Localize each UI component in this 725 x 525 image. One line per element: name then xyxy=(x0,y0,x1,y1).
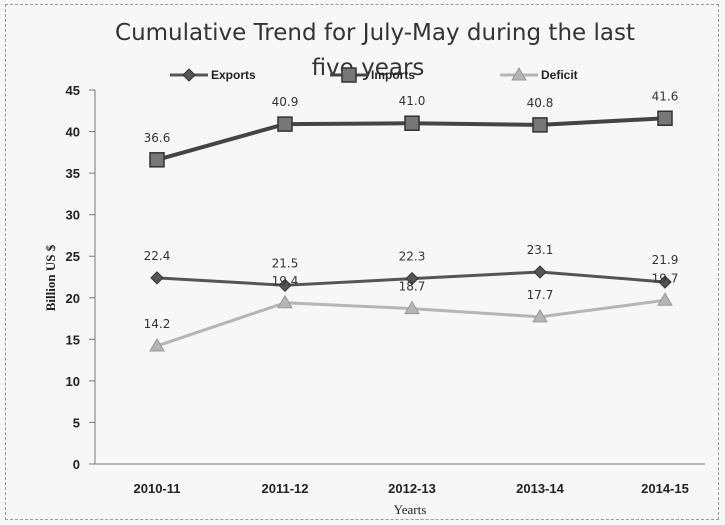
x-tick-label: 2012-13 xyxy=(388,481,436,496)
data-label-imports: 41.6 xyxy=(652,89,679,103)
y-tick-label: 20 xyxy=(66,291,80,306)
y-tick-label: 25 xyxy=(66,249,80,264)
legend-marker-imports xyxy=(341,67,357,83)
y-tick-label: 30 xyxy=(66,208,80,223)
y-tick-label: 35 xyxy=(66,166,80,181)
data-point-exports xyxy=(150,271,164,285)
data-point-deficit xyxy=(149,337,165,352)
data-label-deficit: 18.7 xyxy=(399,280,426,294)
y-tick-label: 5 xyxy=(73,415,80,430)
data-label-exports: 21.5 xyxy=(272,256,299,270)
data-label-deficit: 19.7 xyxy=(652,271,679,285)
legend-label-imports: Imports xyxy=(371,68,415,82)
data-label-imports: 36.6 xyxy=(144,131,171,145)
x-tick-label: 2013-14 xyxy=(516,481,564,496)
data-label-deficit: 17.7 xyxy=(527,288,554,302)
data-label-exports: 23.1 xyxy=(527,243,554,257)
data-point-imports xyxy=(404,115,420,131)
data-label-exports: 22.4 xyxy=(144,249,171,263)
data-label-imports: 41.0 xyxy=(399,94,426,108)
x-axis: 2010-11 2011-12 2012-13 2013-14 2014-15 xyxy=(95,463,705,496)
data-point-imports xyxy=(277,116,293,132)
series-imports: 36.6 40.9 41.0 40.8 41.6 xyxy=(144,89,679,168)
data-point-deficit xyxy=(277,294,293,309)
data-label-deficit: 14.2 xyxy=(144,317,171,331)
data-point-imports xyxy=(149,152,165,168)
data-point-deficit xyxy=(404,300,420,315)
y-tick-label: 10 xyxy=(66,374,80,389)
data-point-exports xyxy=(278,278,292,293)
data-point-deficit xyxy=(532,308,548,323)
y-tick-label: 15 xyxy=(66,332,80,347)
y-tick-label: 0 xyxy=(73,457,80,472)
series-exports: 22.4 21.5 22.3 23.1 21.9 xyxy=(144,243,679,293)
data-label-exports: 21.9 xyxy=(652,253,679,267)
data-label-imports: 40.8 xyxy=(527,96,554,110)
y-tick-label: 45 xyxy=(66,83,80,98)
data-label-deficit: 19.4 xyxy=(272,274,299,288)
legend-marker-deficit xyxy=(511,67,527,81)
x-axis-title: Yearts xyxy=(394,502,427,517)
data-point-imports xyxy=(657,110,673,127)
x-tick-label: 2014-15 xyxy=(641,481,689,496)
series-deficit: 14.2 19.4 18.7 17.7 19.7 xyxy=(144,271,679,352)
x-tick-label: 2010-11 xyxy=(134,481,181,496)
chart-frame xyxy=(5,4,719,520)
data-point-deficit xyxy=(657,292,673,306)
data-label-exports: 22.3 xyxy=(399,250,426,264)
legend-marker-exports xyxy=(182,68,196,82)
data-point-exports xyxy=(533,265,547,279)
chart-title-line-2: five years xyxy=(312,55,425,81)
legend-label-deficit: Deficit xyxy=(541,68,578,82)
data-point-exports xyxy=(658,275,672,289)
data-point-imports xyxy=(532,117,548,133)
y-axis: 0 5 10 15 20 25 30 35 40 45 xyxy=(66,83,96,472)
x-tick-label: 2011-12 xyxy=(262,481,309,496)
legend: Exports Imports Deficit xyxy=(170,67,578,83)
data-point-exports xyxy=(405,271,419,286)
legend-label-exports: Exports xyxy=(211,68,256,82)
y-tick-label: 40 xyxy=(66,125,80,140)
y-axis-title: Billion US $ xyxy=(43,244,58,311)
data-label-imports: 40.9 xyxy=(272,95,299,109)
chart-title-line-1: Cumulative Trend for July-May during the… xyxy=(115,20,635,46)
series-layer: 22.4 21.5 22.3 23.1 21.9 36.6 40.9 41.0 40.8 41.6… xyxy=(144,89,679,352)
